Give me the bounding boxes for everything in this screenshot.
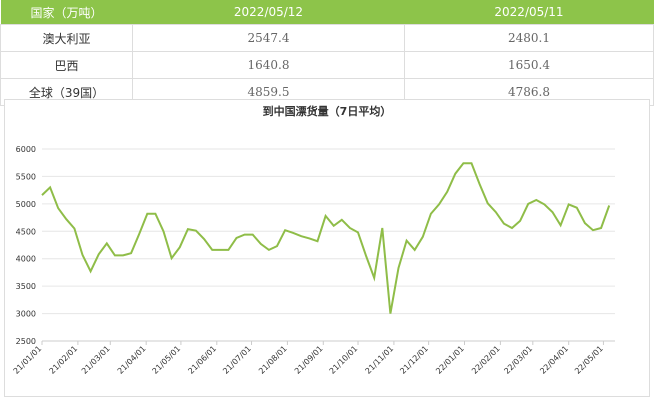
chart-title: 到中国漂货量（7日平均） bbox=[263, 104, 392, 118]
y-tick-label: 4500 bbox=[16, 227, 36, 236]
y-tick-label: 2500 bbox=[16, 337, 36, 346]
header-cell: 2022/05/12 bbox=[132, 0, 405, 25]
header-cell: 国家（万吨） bbox=[0, 0, 133, 25]
data-line bbox=[41, 162, 611, 314]
cell: 2547.4 bbox=[132, 24, 405, 52]
y-tick-label: 3000 bbox=[16, 310, 36, 319]
y-tick-label: 4000 bbox=[16, 255, 36, 264]
y-tick-label: 5500 bbox=[16, 172, 36, 181]
cell: 1650.4 bbox=[404, 51, 654, 79]
header-row: 国家（万吨） 2022/05/12 2022/05/11 bbox=[0, 0, 654, 25]
header-cell: 2022/05/11 bbox=[404, 0, 654, 25]
cell: 澳大利亚 bbox=[0, 24, 133, 52]
y-tick-label: 6000 bbox=[16, 145, 36, 154]
cell: 2480.1 bbox=[404, 24, 654, 52]
chart: 到中国漂货量（7日平均） 2500 3000 3500 4000 4500 5000 550… bbox=[4, 99, 650, 397]
y-tick-label: 3500 bbox=[16, 282, 36, 291]
row: 澳大利亚 2547.4 2480.1 bbox=[0, 24, 654, 52]
cell: 巴西 bbox=[0, 51, 133, 79]
row: 巴西 1640.8 1650.4 bbox=[0, 51, 654, 79]
cell: 1640.8 bbox=[132, 51, 405, 79]
y-tick-label: 5000 bbox=[16, 200, 36, 209]
data-table: 国家（万吨） 2022/05/12 2022/05/11 澳大利亚 2547.4 2… bbox=[0, 0, 654, 106]
